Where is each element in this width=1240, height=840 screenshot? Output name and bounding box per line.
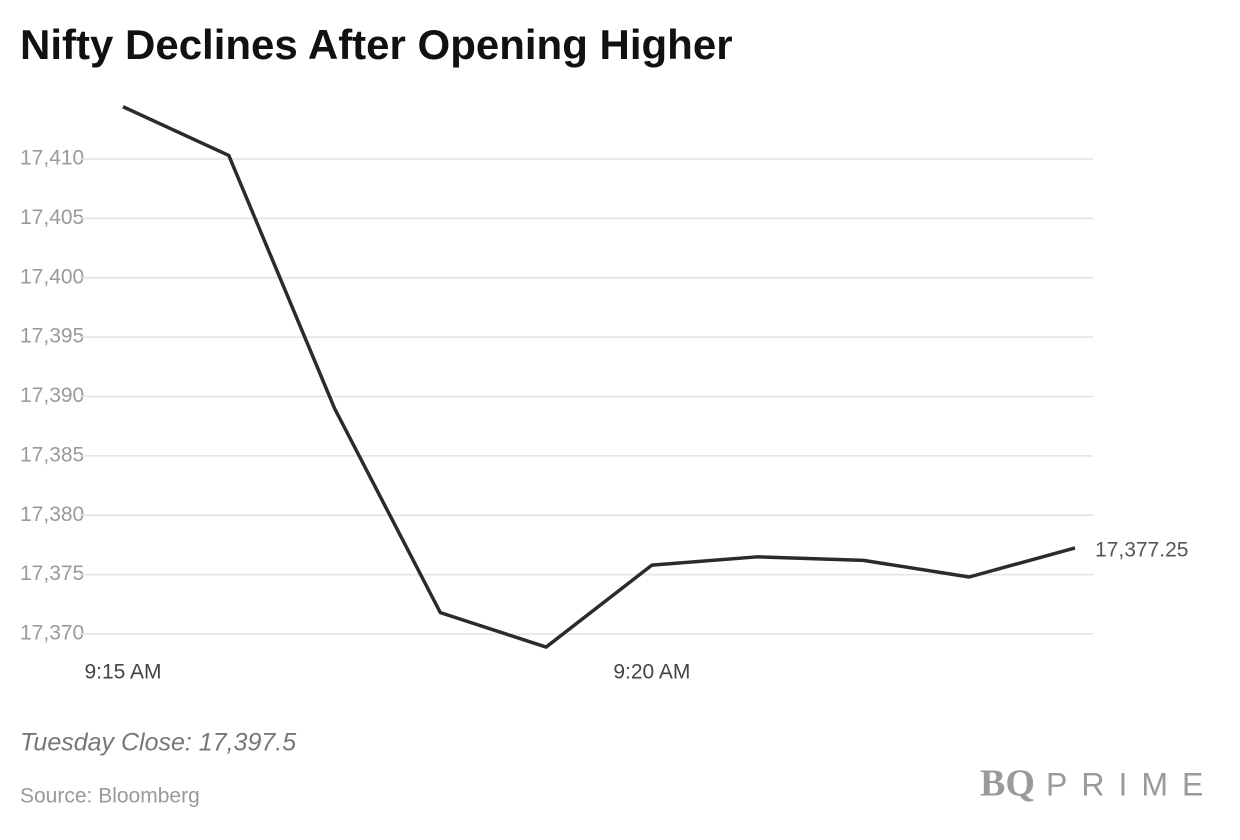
note: Tuesday Close: 17,397.5	[20, 729, 296, 757]
y-tick-label: 17,380	[20, 503, 84, 526]
logo-mark: BQ	[980, 763, 1035, 805]
value-label: 17,377.25	[1095, 538, 1188, 561]
y-tick-label: 17,410	[20, 147, 84, 170]
logo-word: PRIME	[1046, 766, 1217, 802]
y-tick-label: 17,370	[20, 622, 84, 645]
y-tick-label: 17,395	[20, 325, 84, 348]
chart-title: Nifty Declines After Opening Higher	[20, 21, 733, 68]
line	[122, 105, 1076, 649]
y-tick-label: 17,390	[20, 384, 84, 407]
source: Source: Bloomberg	[20, 785, 200, 808]
x-tick-label: 9:20 AM	[613, 661, 690, 684]
y-tick-label: 17,405	[20, 206, 84, 229]
y-tick-label: 17,375	[20, 562, 84, 585]
y-tick-label: 17,400	[20, 265, 84, 288]
y-tick-label: 17,385	[20, 443, 84, 466]
x-tick-label: 9:15 AM	[84, 661, 161, 684]
